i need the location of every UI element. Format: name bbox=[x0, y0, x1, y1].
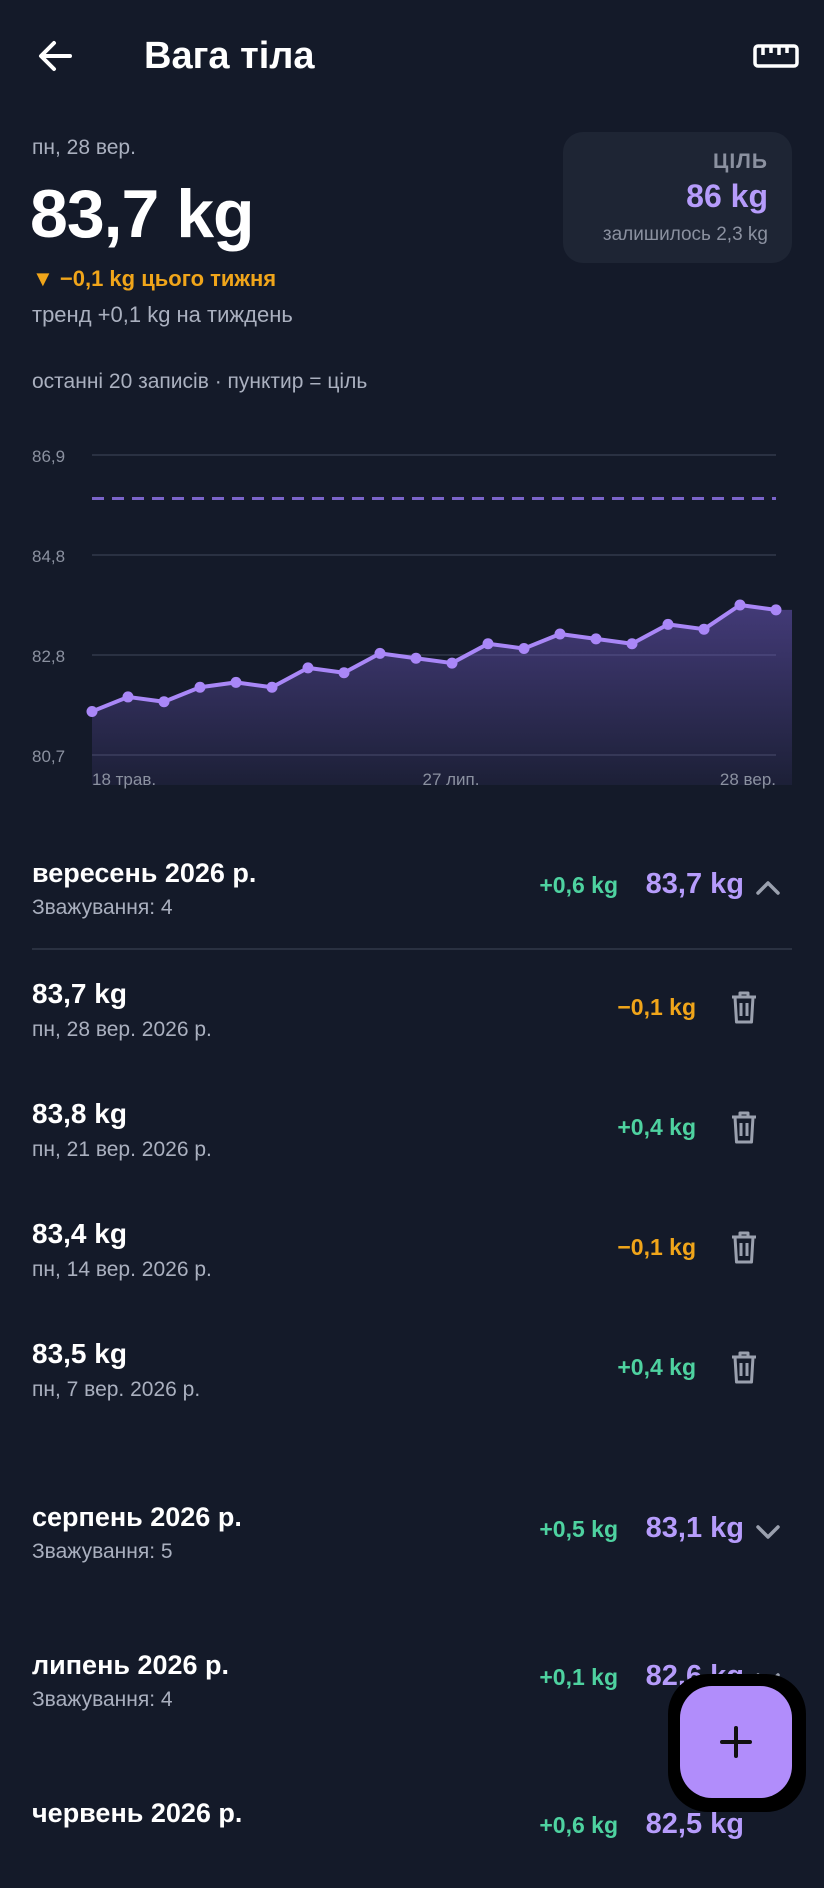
month-delta: +0,5 kg bbox=[539, 1516, 618, 1542]
month-weight: 83,1 kg bbox=[645, 1512, 744, 1544]
entry-delta: −0,1 kg bbox=[617, 1234, 696, 1260]
trash-icon[interactable] bbox=[728, 1110, 760, 1146]
goal-label: ЦІЛЬ bbox=[712, 150, 768, 173]
data-point bbox=[590, 633, 602, 645]
chart-area bbox=[92, 605, 792, 785]
entry-delta: −0,1 kg bbox=[617, 994, 696, 1020]
month-group-june[interactable]: червень 2026 р. +0,6 kg 82,5 kg bbox=[0, 1798, 824, 1888]
top-bar: Вага тіла bbox=[0, 0, 824, 112]
entry-date: пн, 14 вер. 2026 р. bbox=[32, 1258, 212, 1281]
goal-remaining: залишилось 2,3 kg bbox=[602, 224, 768, 245]
chevron-down-icon[interactable] bbox=[752, 1516, 784, 1548]
chart-caption: останні 20 записів · пунктир = ціль bbox=[32, 370, 368, 393]
data-point bbox=[482, 638, 494, 650]
current-date: пн, 28 вер. bbox=[32, 136, 136, 159]
x-tick-label: 28 вер. bbox=[720, 770, 776, 789]
data-point bbox=[518, 643, 530, 655]
month-name: червень 2026 р. bbox=[32, 1798, 243, 1828]
month-count: Зважування: 4 bbox=[32, 1688, 173, 1711]
add-weight-button[interactable] bbox=[680, 1686, 792, 1798]
data-point bbox=[554, 628, 566, 640]
entry-weight: 83,7 kg bbox=[32, 978, 127, 1009]
x-tick-label: 18 трав. bbox=[92, 770, 156, 789]
ruler-button[interactable] bbox=[752, 40, 800, 72]
chart-line bbox=[91, 603, 777, 714]
entry-weight: 83,4 kg bbox=[32, 1218, 127, 1249]
weight-chart: 86,9 84,8 82,8 80,7 18 трав. 27 лип. 28 вер. bbox=[32, 447, 792, 789]
entry-date: пн, 28 вер. 2026 р. bbox=[32, 1018, 212, 1041]
y-tick-label: 82,8 bbox=[32, 647, 65, 666]
month-delta: +0,1 kg bbox=[539, 1664, 618, 1690]
current-weight: 83,7 kg bbox=[30, 176, 255, 252]
month-name: серпень 2026 р. bbox=[32, 1502, 242, 1532]
weekly-trend: тренд +0,1 kg на тиждень bbox=[32, 302, 293, 327]
data-point bbox=[338, 667, 350, 679]
month-name: вересень 2026 р. bbox=[32, 858, 257, 888]
plus-icon bbox=[720, 1726, 752, 1758]
x-tick-label: 27 лип. bbox=[423, 770, 480, 789]
month-count: Зважування: 4 bbox=[32, 896, 173, 919]
week-change: ▼ −0,1 kg цього тижня bbox=[32, 266, 277, 291]
y-tick-label: 86,9 bbox=[32, 447, 65, 466]
chevron-up-icon[interactable] bbox=[752, 872, 784, 904]
weight-entry[interactable]: 83,4 kg пн, 14 вер. 2026 р. −0,1 kg bbox=[0, 1218, 824, 1308]
entry-delta: +0,4 kg bbox=[617, 1354, 696, 1380]
entry-weight: 83,8 kg bbox=[32, 1098, 127, 1129]
trash-icon[interactable] bbox=[728, 1350, 760, 1386]
data-point bbox=[266, 681, 278, 693]
data-point bbox=[374, 647, 386, 659]
month-delta: +0,6 kg bbox=[539, 872, 618, 898]
back-button[interactable] bbox=[34, 34, 78, 78]
data-point bbox=[662, 618, 674, 630]
ruler-icon bbox=[753, 44, 799, 68]
data-point bbox=[410, 652, 422, 664]
divider bbox=[32, 948, 792, 950]
data-point bbox=[86, 705, 98, 717]
data-point bbox=[158, 696, 170, 708]
entry-date: пн, 7 вер. 2026 р. bbox=[32, 1378, 201, 1401]
weight-entry[interactable]: 83,8 kg пн, 21 вер. 2026 р. +0,4 kg bbox=[0, 1098, 824, 1188]
data-point bbox=[626, 638, 638, 650]
trash-icon[interactable] bbox=[728, 1230, 760, 1266]
data-point bbox=[194, 681, 206, 693]
month-delta: +0,6 kg bbox=[539, 1812, 618, 1838]
data-point bbox=[698, 623, 710, 635]
trash-icon[interactable] bbox=[728, 990, 760, 1026]
arrow-left-icon bbox=[39, 41, 72, 71]
entry-delta: +0,4 kg bbox=[617, 1114, 696, 1140]
month-weight: 82,5 kg bbox=[645, 1808, 744, 1840]
data-point bbox=[770, 604, 782, 616]
data-point bbox=[446, 657, 458, 669]
data-point bbox=[734, 599, 746, 611]
month-group-august[interactable]: серпень 2026 р. Зважування: 5 +0,5 kg 83… bbox=[0, 1502, 824, 1592]
weight-entry[interactable]: 83,5 kg пн, 7 вер. 2026 р. +0,4 kg bbox=[0, 1338, 824, 1428]
data-point bbox=[302, 662, 314, 674]
month-count: Зважування: 5 bbox=[32, 1540, 173, 1563]
month-group-september[interactable]: вересень 2026 р. Зважування: 4 +0,6 kg 8… bbox=[0, 858, 824, 948]
weight-entry[interactable]: 83,7 kg пн, 28 вер. 2026 р. −0,1 kg bbox=[0, 978, 824, 1068]
entry-date: пн, 21 вер. 2026 р. bbox=[32, 1138, 212, 1161]
y-tick-label: 80,7 bbox=[32, 747, 65, 766]
data-point bbox=[230, 676, 242, 688]
goal-card[interactable]: ЦІЛЬ 86 kg залишилось 2,3 kg bbox=[563, 132, 792, 263]
month-name: липень 2026 р. bbox=[32, 1650, 230, 1680]
data-point bbox=[122, 691, 134, 703]
goal-value: 86 kg bbox=[686, 178, 768, 214]
y-tick-label: 84,8 bbox=[32, 547, 65, 566]
page-title: Вага тіла bbox=[144, 35, 315, 77]
entry-weight: 83,5 kg bbox=[32, 1338, 127, 1369]
month-weight: 83,7 kg bbox=[645, 868, 744, 900]
